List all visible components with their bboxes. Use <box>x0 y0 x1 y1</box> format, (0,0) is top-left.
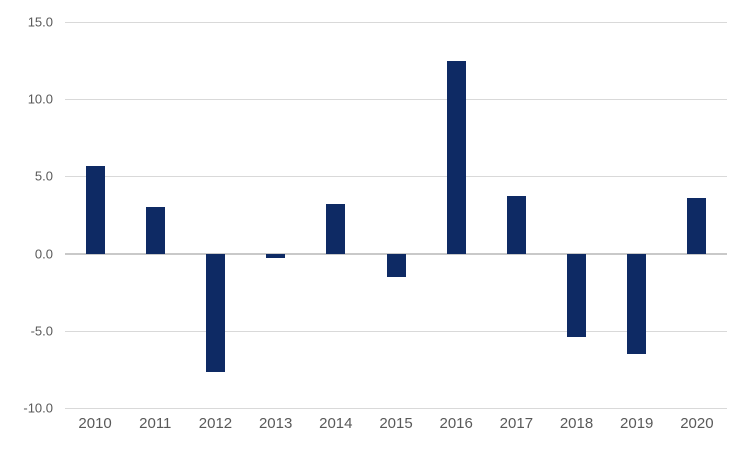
gridline <box>65 99 727 101</box>
bar-2012 <box>205 253 225 373</box>
x-tick-label: 2017 <box>499 415 534 432</box>
y-tick-label: -5.0 <box>30 323 53 339</box>
y-tick-label: -10.0 <box>23 400 53 416</box>
bar-2019 <box>627 253 647 354</box>
y-tick-label: 5.0 <box>34 168 53 184</box>
bar-2017 <box>506 196 526 254</box>
x-tick-label: 2020 <box>680 415 714 432</box>
x-tick-label: 2016 <box>439 415 473 432</box>
bar-2010 <box>85 165 105 254</box>
x-tick-label: 2012 <box>198 415 233 432</box>
x-tick-label: 2018 <box>559 415 594 432</box>
gridline <box>65 176 727 178</box>
bar-2020 <box>687 198 707 254</box>
x-tick-label: 2010 <box>78 415 112 432</box>
bar-2014 <box>326 204 346 254</box>
bar-2016 <box>446 60 466 254</box>
x-tick-label: 2014 <box>319 415 353 432</box>
y-tick-label: 15.0 <box>27 14 53 30</box>
bar-2013 <box>266 253 286 259</box>
bar-2015 <box>386 253 406 277</box>
x-tick-label: 2019 <box>620 415 654 432</box>
y-tick-label: 0.0 <box>34 246 53 262</box>
x-tick-label: 2013 <box>258 415 293 432</box>
gridline <box>65 330 727 332</box>
gridline <box>65 22 727 23</box>
y-tick-label: 10.0 <box>27 91 53 107</box>
bar-2011 <box>145 207 165 254</box>
x-tick-label: 2015 <box>379 415 413 432</box>
gridline <box>65 408 727 409</box>
bar-2018 <box>567 253 587 337</box>
x-tick-label: 2011 <box>139 415 172 432</box>
